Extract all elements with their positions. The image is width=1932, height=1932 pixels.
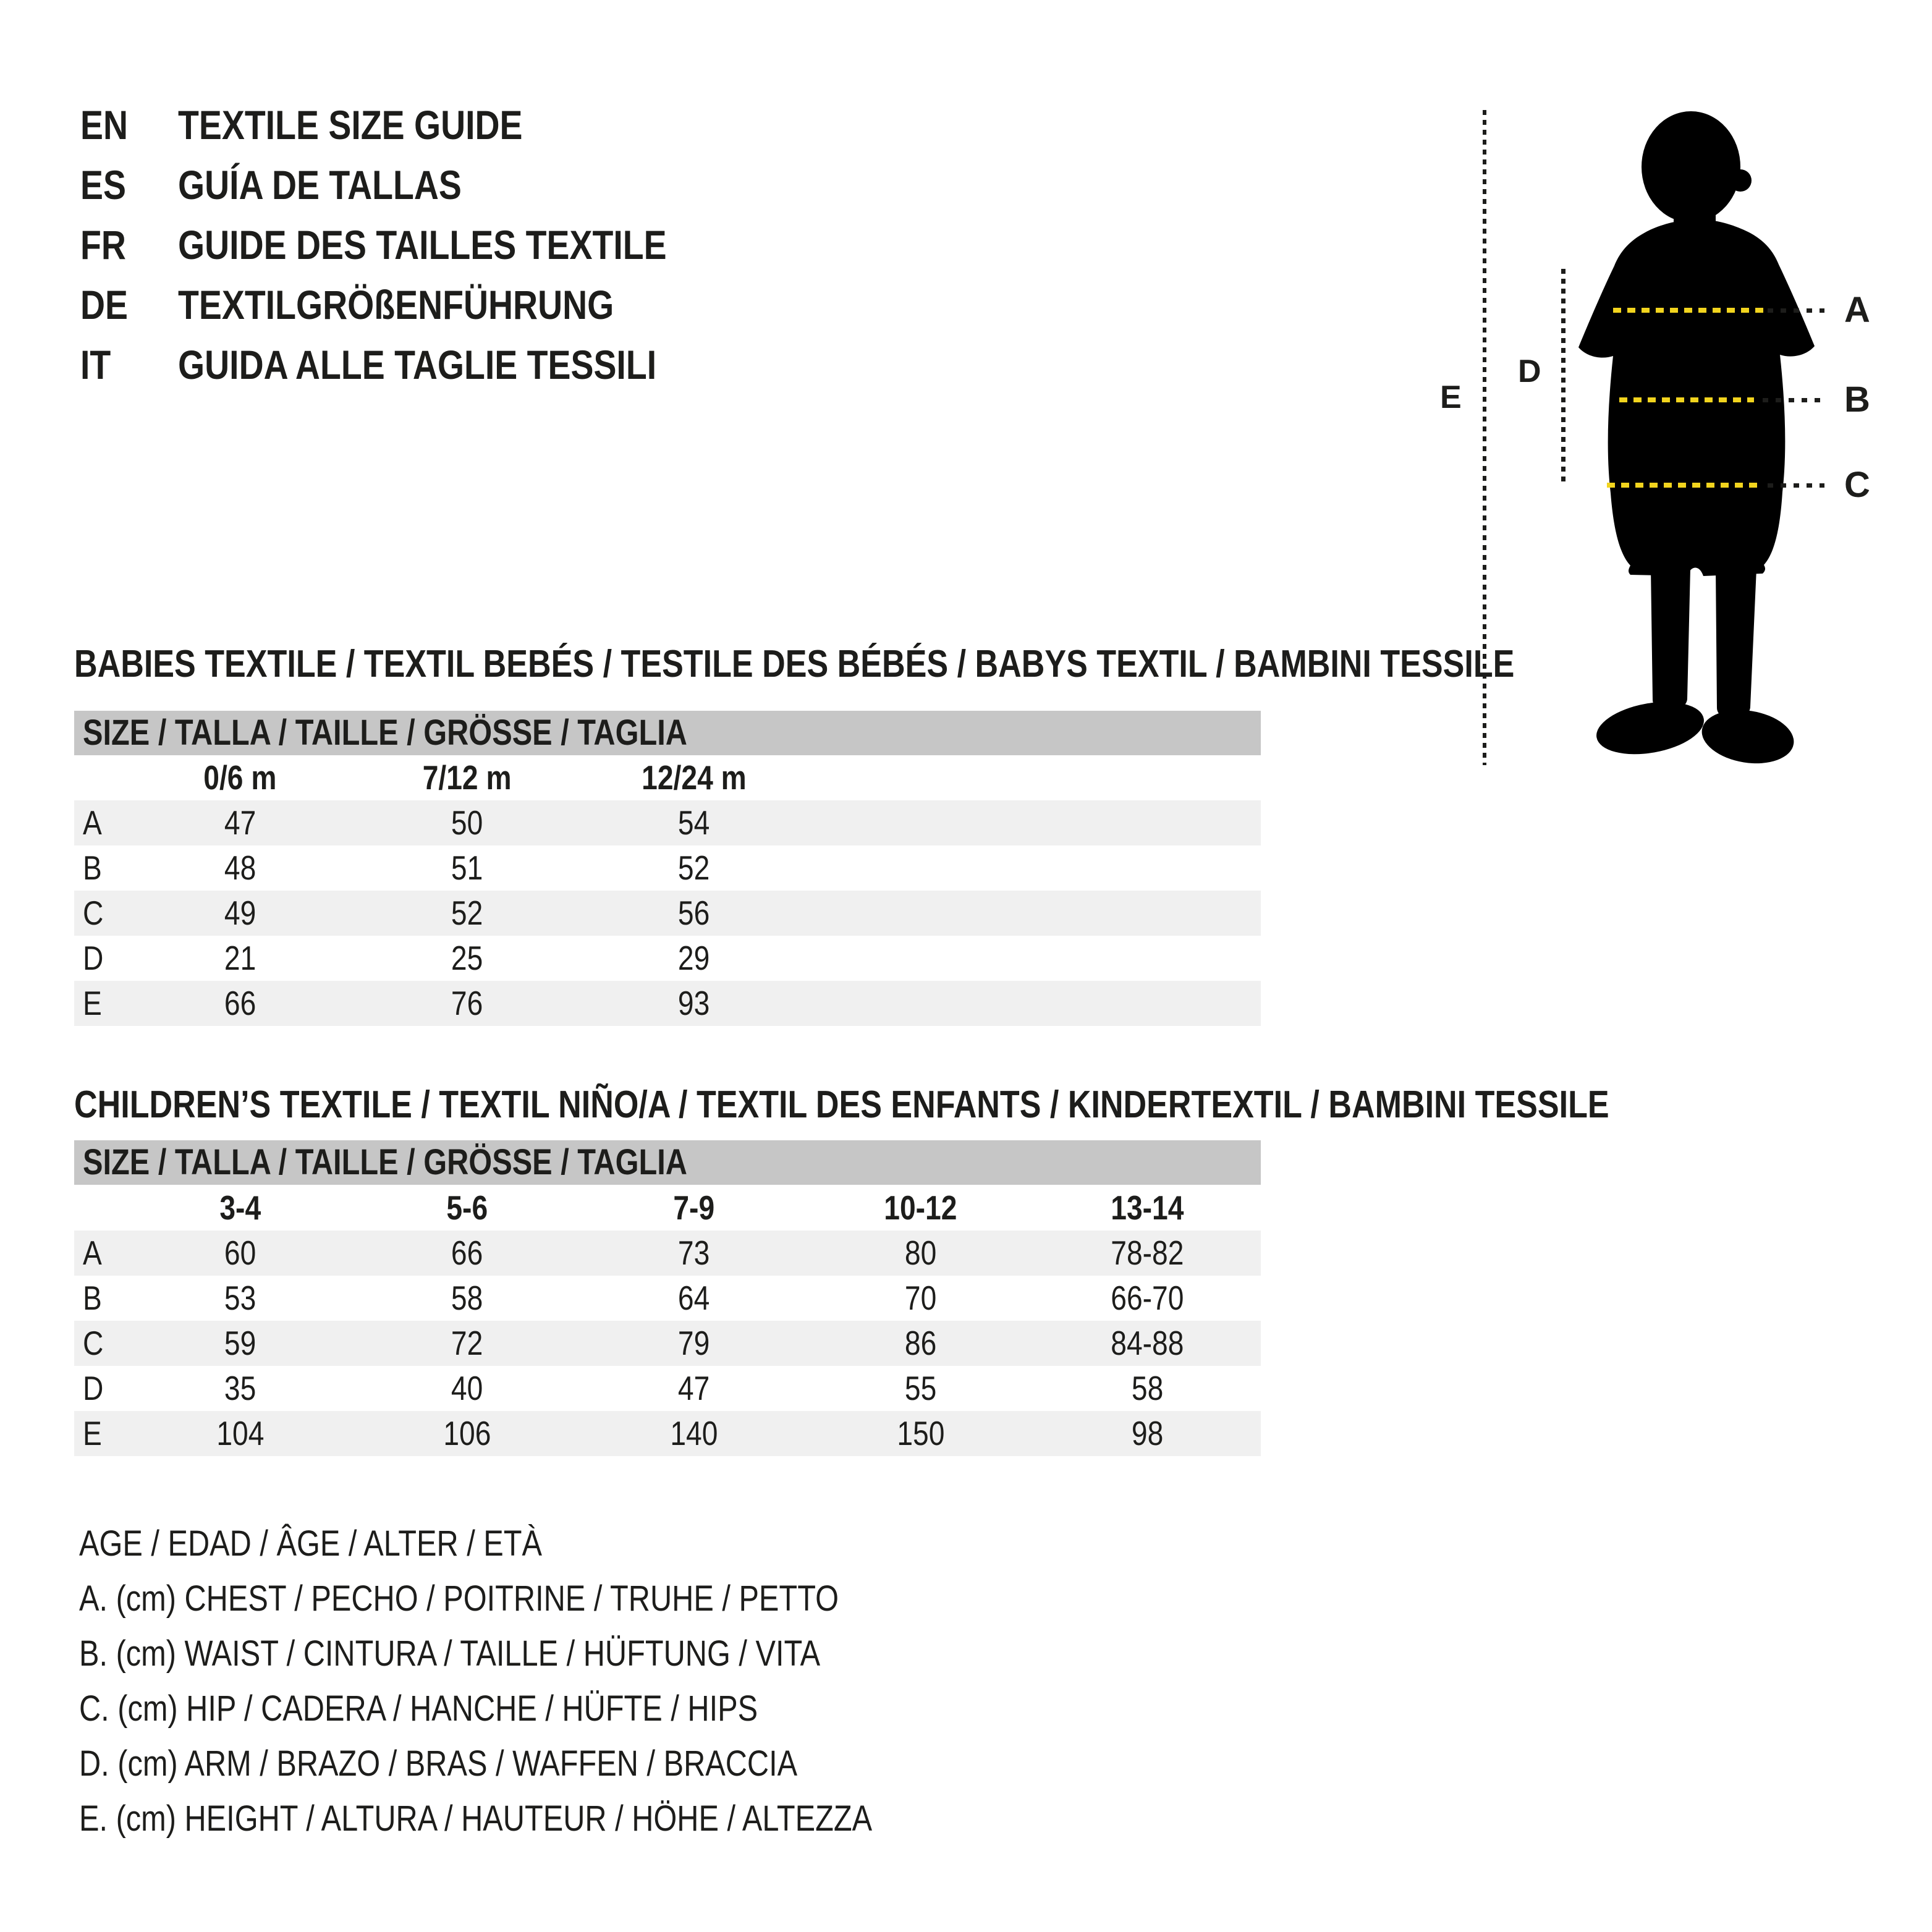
guide-title-fr: GUIDE DES TAILLES TEXTILE — [178, 222, 667, 268]
row-label: D — [83, 1369, 104, 1407]
lang-row-en: EN TEXTILE SIZE GUIDE — [80, 95, 760, 155]
lang-code: EN — [80, 102, 129, 148]
babies-col-12-24m: 12/24 m — [641, 758, 747, 797]
children-col-7-9: 7-9 — [673, 1188, 714, 1227]
legend-waist: B. (cm) WAIST / CINTURA / TAILLE / HÜFTU… — [79, 1633, 821, 1674]
table-row: A 47 50 54 — [74, 800, 1261, 845]
table-row: A 60 66 73 80 78-82 — [74, 1231, 1261, 1276]
row-label: B — [83, 849, 102, 887]
arm-measure-dotted-line — [1561, 269, 1566, 481]
waist-leader-dotted-line — [1763, 398, 1824, 402]
row-label: D — [83, 939, 104, 977]
row-label: E — [83, 1414, 102, 1452]
measure-label-a: A — [1844, 290, 1870, 330]
guide-title-de: TEXTILGRÖßENFÜHRUNG — [178, 282, 614, 328]
row-label: C — [83, 1324, 104, 1362]
children-col-13-14: 13-14 — [1111, 1188, 1184, 1227]
table-row: E 66 76 93 — [74, 981, 1261, 1026]
children-section-title: CHILDREN’S TEXTILE / TEXTIL NIÑO/A / TEX… — [74, 1083, 1609, 1126]
measurement-figure: A B C D E — [1434, 99, 1932, 816]
table-row: C 49 52 56 — [74, 891, 1261, 936]
legend-arm: D. (cm) ARM / BRAZO / BRAS / WAFFEN / BR… — [79, 1743, 798, 1784]
row-label: B — [83, 1279, 102, 1317]
legend-hip: C. (cm) HIP / CADERA / HANCHE / HÜFTE / … — [79, 1688, 758, 1729]
table-row: B 48 51 52 — [74, 845, 1261, 891]
hip-measure-yellow-line — [1607, 483, 1760, 488]
guide-title-es: GUÍA DE TALLAS — [178, 162, 462, 208]
row-label: A — [83, 1234, 102, 1272]
table-row: D 35 40 47 55 58 — [74, 1366, 1261, 1411]
guide-title-it: GUIDA ALLE TAGLIE TESSILI — [178, 342, 657, 388]
lang-row-fr: FR GUIDE DES TAILLES TEXTILE — [80, 215, 760, 275]
row-label: A — [83, 803, 102, 842]
chest-measure-yellow-line — [1613, 308, 1765, 313]
hip-leader-dotted-line — [1768, 483, 1824, 488]
babies-col-7-12m: 7/12 m — [422, 758, 512, 797]
measure-label-b: B — [1844, 379, 1870, 420]
lang-code: DE — [80, 282, 129, 328]
legend-height: E. (cm) HEIGHT / ALTURA / HAUTEUR / HÖHE… — [79, 1799, 873, 1839]
babies-size-header-bar: SIZE / TALLA / TAILLE / GRÖSSE / TAGLIA — [74, 711, 1261, 755]
measure-label-d: D — [1518, 354, 1541, 389]
lang-code: FR — [80, 222, 126, 268]
table-row: E 104 106 140 150 98 — [74, 1411, 1261, 1456]
children-size-header-bar: SIZE / TALLA / TAILLE / GRÖSSE / TAGLIA — [74, 1140, 1261, 1185]
height-measure-dotted-line — [1483, 110, 1486, 765]
table-row: B 53 58 64 70 66-70 — [74, 1276, 1261, 1321]
measure-label-c: C — [1844, 465, 1870, 505]
measurement-legend: AGE / EDAD / ÂGE / ALTER / ETÀ A. (cm) C… — [79, 1523, 1023, 1854]
lang-row-es: ES GUÍA DE TALLAS — [80, 155, 760, 215]
babies-col-0-6m: 0/6 m — [203, 758, 277, 797]
babies-section-title: BABIES TEXTILE / TEXTIL BEBÉS / TESTILE … — [74, 643, 1515, 685]
children-col-10-12: 10-12 — [884, 1188, 957, 1227]
children-column-header-row: 3-4 5-6 7-9 10-12 13-14 — [74, 1185, 1261, 1231]
chest-leader-dotted-line — [1768, 308, 1824, 313]
language-header: EN TEXTILE SIZE GUIDE ES GUÍA DE TALLAS … — [80, 95, 760, 395]
children-table: A 60 66 73 80 78-82 B 53 58 64 70 66-70 … — [74, 1231, 1261, 1456]
lang-code: ES — [80, 162, 126, 208]
row-label: C — [83, 894, 104, 932]
guide-title-en: TEXTILE SIZE GUIDE — [178, 102, 523, 148]
table-row: C 59 72 79 86 84-88 — [74, 1321, 1261, 1366]
lang-row-it: IT GUIDA ALLE TAGLIE TESSILI — [80, 335, 760, 395]
row-label: E — [83, 984, 102, 1022]
children-col-3-4: 3-4 — [219, 1188, 261, 1227]
table-row: D 21 25 29 — [74, 936, 1261, 981]
children-col-5-6: 5-6 — [446, 1188, 488, 1227]
babies-table: A 47 50 54 B 48 51 52 C 49 52 56 D 21 25… — [74, 800, 1261, 1026]
legend-chest: A. (cm) CHEST / PECHO / POITRINE / TRUHE… — [79, 1578, 839, 1619]
waist-measure-yellow-line — [1619, 397, 1754, 402]
legend-age: AGE / EDAD / ÂGE / ALTER / ETÀ — [79, 1523, 543, 1564]
lang-row-de: DE TEXTILGRÖßENFÜHRUNG — [80, 275, 760, 335]
lang-code: IT — [80, 342, 111, 388]
measure-label-e: E — [1440, 379, 1462, 415]
babies-column-header-row: 0/6 m 7/12 m 12/24 m — [74, 755, 1261, 800]
